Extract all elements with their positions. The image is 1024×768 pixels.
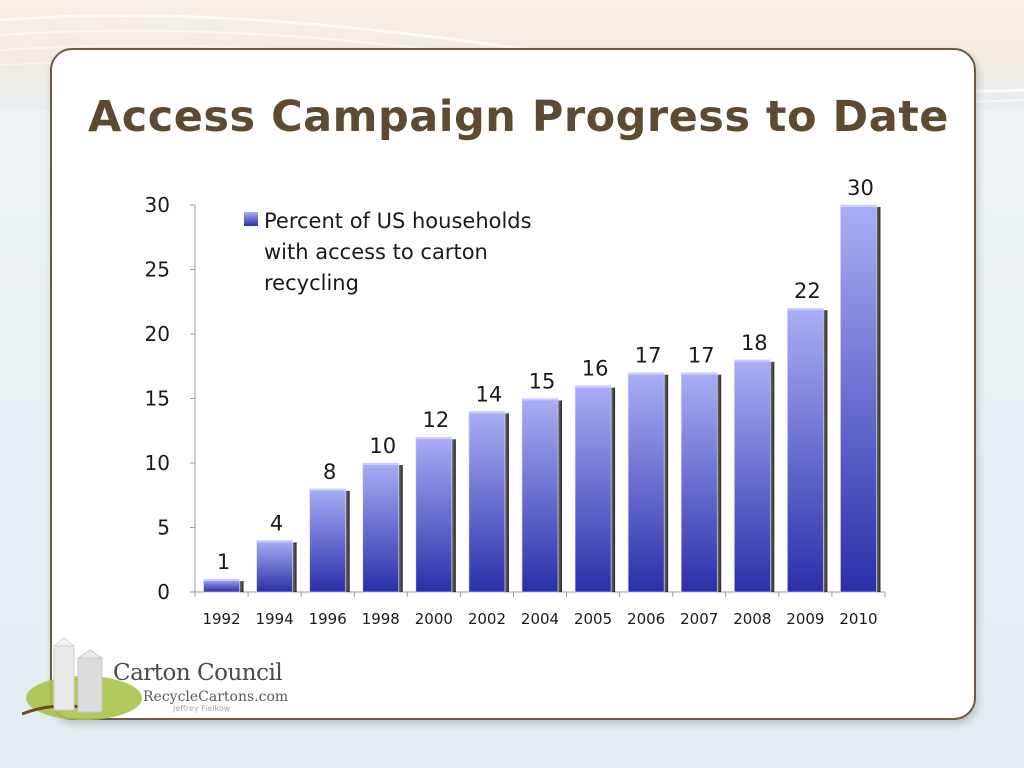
x-tick-label: 1994 (256, 610, 294, 628)
x-tick-label: 1998 (362, 610, 400, 628)
bar (840, 204, 877, 593)
bar-top (681, 372, 718, 375)
bar-top (734, 359, 771, 362)
x-tick-label: 2009 (786, 610, 824, 628)
x-tick-label: 2007 (680, 610, 718, 628)
bar (734, 359, 771, 593)
bar (309, 488, 346, 593)
carton-council-logo (21, 636, 312, 726)
x-tick-label: 2004 (521, 610, 559, 628)
bar (627, 372, 665, 593)
x-tick-label: 2005 (574, 610, 612, 628)
x-tick-label: 2000 (415, 610, 453, 628)
data-label: 17 (688, 344, 715, 368)
bar-shadow (398, 465, 403, 592)
x-tick-label: 2002 (468, 610, 506, 628)
bar-top (628, 372, 665, 375)
legend-swatch (244, 212, 258, 226)
y-tick-label: 25 (145, 258, 170, 282)
x-tick-label: 1996 (309, 610, 347, 628)
x-tick-label: 2010 (839, 610, 877, 628)
data-label: 16 (582, 357, 609, 381)
y-tick-label: 20 (145, 322, 170, 346)
bar-top (256, 540, 293, 543)
data-label: 12 (422, 408, 449, 432)
bar-top (468, 411, 505, 414)
bar (468, 411, 506, 593)
bar-shadow (558, 400, 562, 592)
chart-legend: Percent of US households with access to c… (244, 209, 532, 295)
data-label: 30 (847, 176, 874, 200)
y-tick-label: 0 (157, 580, 170, 604)
logo-credit: Jeffrey Fielkow (173, 704, 231, 713)
bar-top (522, 398, 558, 401)
bar-shadow (717, 374, 722, 592)
data-label: 14 (476, 382, 503, 406)
logo-url: RecycleCartons.com (143, 689, 289, 705)
bar-top (840, 205, 877, 207)
bar-top (787, 308, 824, 311)
x-tick-label: 1992 (202, 610, 240, 628)
bar-shadow (770, 361, 775, 592)
bar-shadow (239, 581, 244, 592)
logo-graphic (21, 637, 142, 720)
bar-top (309, 488, 346, 491)
bar (362, 462, 400, 593)
bar (574, 385, 612, 593)
data-label: 4 (270, 511, 283, 535)
data-label: 18 (741, 331, 768, 355)
bar-shadow (292, 542, 297, 592)
bar (680, 372, 718, 593)
bar-shadow (664, 374, 669, 592)
bar (256, 540, 293, 593)
logo-wordmark: Carton Council (113, 660, 283, 686)
bar (787, 307, 824, 593)
data-label: 8 (323, 460, 336, 484)
y-tick-label: 5 (157, 516, 170, 540)
data-label: 15 (529, 370, 556, 394)
x-tick-label: 2006 (627, 610, 665, 628)
y-tick-label: 30 (145, 193, 170, 217)
bar-shadow (823, 310, 828, 592)
bar-shadow (876, 207, 881, 592)
data-label: 1 (217, 550, 230, 574)
data-label: 10 (369, 434, 396, 458)
data-label: 17 (635, 344, 662, 368)
bar-shadow (345, 490, 350, 592)
bar-top (575, 385, 612, 388)
bar-shadow (611, 387, 616, 592)
bar-shadow (451, 439, 456, 592)
bar-top (203, 579, 240, 582)
x-tick-label: 2008 (733, 610, 771, 628)
bar-shadow (504, 413, 509, 592)
bar (415, 436, 453, 593)
bar (521, 398, 559, 593)
bar-top (415, 437, 452, 440)
y-tick-label: 15 (145, 387, 170, 411)
chart-bars: 1 1992 4 1994 8 1996 10 1998 12 2000 14 2002 15 2004 1… (202, 176, 881, 628)
data-label: 22 (794, 279, 821, 303)
legend-label: Percent of US households with access to c… (264, 209, 532, 295)
bar-top (362, 463, 399, 465)
y-tick-label: 10 (145, 451, 170, 475)
slide-title: Access Campaign Progress to Date (88, 92, 949, 142)
